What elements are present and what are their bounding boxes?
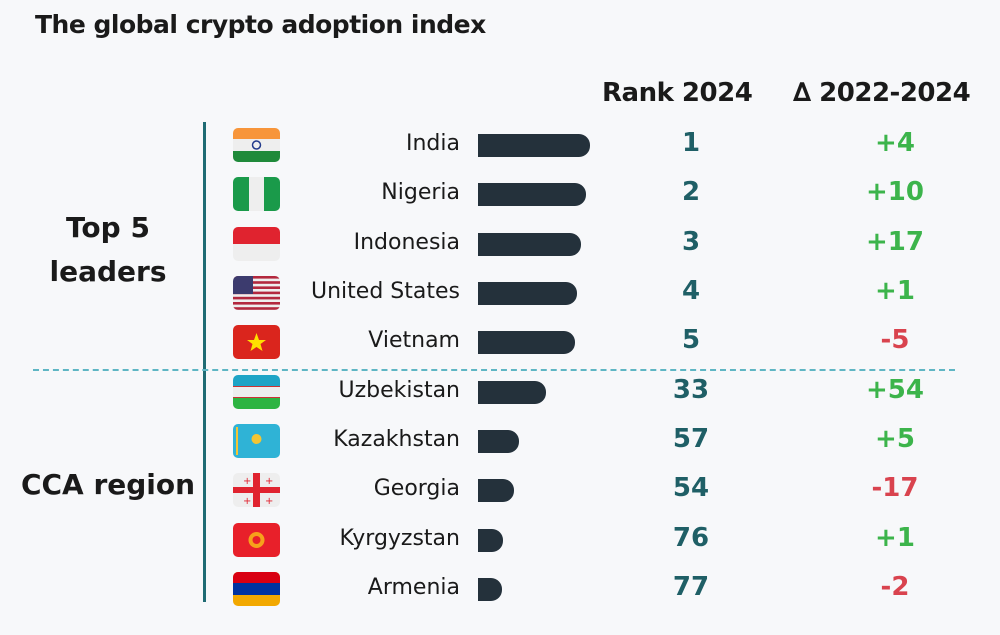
country-label: Georgia xyxy=(373,476,460,501)
svg-text:+: + xyxy=(265,496,273,507)
country-label: Kazakhstan xyxy=(333,427,460,452)
group-divider-vertical xyxy=(203,122,206,602)
flag-am-icon xyxy=(233,572,280,606)
bar-ng xyxy=(478,183,586,206)
table-row: Vietnam 5 -5 xyxy=(0,325,1000,388)
bar-us xyxy=(478,282,577,305)
bar-kz xyxy=(478,430,519,453)
svg-text:+: + xyxy=(243,476,251,487)
country-label: Kyrgyzstan xyxy=(339,526,460,551)
rank-value: 76 xyxy=(672,523,710,553)
table-row: India 1 +4 xyxy=(0,128,1000,191)
rank-value: 3 xyxy=(681,227,701,257)
bar-vn xyxy=(478,331,575,354)
country-label: Indonesia xyxy=(353,230,460,255)
table-row: United States 4 +1 xyxy=(0,276,1000,339)
rank-value: 4 xyxy=(681,276,701,306)
flag-id-icon xyxy=(233,227,280,261)
table-row: Kyrgyzstan 76 +1 xyxy=(0,523,1000,586)
delta-value: -5 xyxy=(880,325,910,355)
delta-value: +17 xyxy=(866,227,924,257)
flag-in-icon xyxy=(233,128,280,162)
flag-vn-icon xyxy=(233,325,280,359)
column-header-rank: Rank 2024 xyxy=(602,78,753,108)
delta-value: -2 xyxy=(880,572,910,602)
delta-value: +5 xyxy=(875,424,915,454)
flag-us-icon xyxy=(233,276,280,310)
country-label: Armenia xyxy=(367,575,460,600)
delta-value: +4 xyxy=(875,128,915,158)
bar-ge xyxy=(478,479,514,502)
rank-value: 2 xyxy=(681,177,701,207)
rank-value: 5 xyxy=(681,325,701,355)
bar-am xyxy=(478,578,502,601)
table-row: Indonesia 3 +17 xyxy=(0,227,1000,290)
table-row: Nigeria 2 +10 xyxy=(0,177,1000,240)
chart-title: The global crypto adoption index xyxy=(35,10,486,39)
group-label-top5: Top 5 leaders xyxy=(49,211,167,288)
bar-uz xyxy=(478,381,546,404)
country-label: India xyxy=(406,131,460,156)
flag-ng-icon xyxy=(233,177,280,211)
table-row: Kazakhstan 57 +5 xyxy=(0,424,1000,487)
rank-value: 77 xyxy=(672,572,710,602)
flag-kz-icon xyxy=(233,424,280,458)
flag-uz-icon xyxy=(233,375,280,409)
country-label: Uzbekistan xyxy=(338,378,460,403)
rank-value: 54 xyxy=(672,473,710,503)
delta-value: -17 xyxy=(871,473,919,503)
table-row: Armenia 77 -2 xyxy=(0,572,1000,635)
column-header-delta: ∆ 2022-2024 xyxy=(793,78,971,108)
country-label: Vietnam xyxy=(368,328,460,353)
bar-in xyxy=(478,134,590,157)
country-label: United States xyxy=(311,279,460,304)
table-row: Uzbekistan 33 +54 xyxy=(0,375,1000,438)
svg-text:+: + xyxy=(243,496,251,507)
bar-kg xyxy=(478,529,503,552)
flag-kg-icon xyxy=(233,523,280,557)
rank-value: 33 xyxy=(672,375,710,405)
group-label-cca: CCA region xyxy=(20,468,196,501)
table-row: + + + + Georgia 54 -17 xyxy=(0,473,1000,536)
delta-value: +10 xyxy=(866,177,924,207)
delta-value: +1 xyxy=(875,276,915,306)
bar-id xyxy=(478,233,581,256)
delta-value: +54 xyxy=(866,375,924,405)
rank-value: 1 xyxy=(681,128,701,158)
country-label: Nigeria xyxy=(381,180,460,205)
delta-value: +1 xyxy=(875,523,915,553)
rank-value: 57 xyxy=(672,424,710,454)
group-divider-dashed xyxy=(33,369,955,371)
flag-ge-icon: + + + + xyxy=(233,473,280,507)
svg-text:+: + xyxy=(265,476,273,487)
